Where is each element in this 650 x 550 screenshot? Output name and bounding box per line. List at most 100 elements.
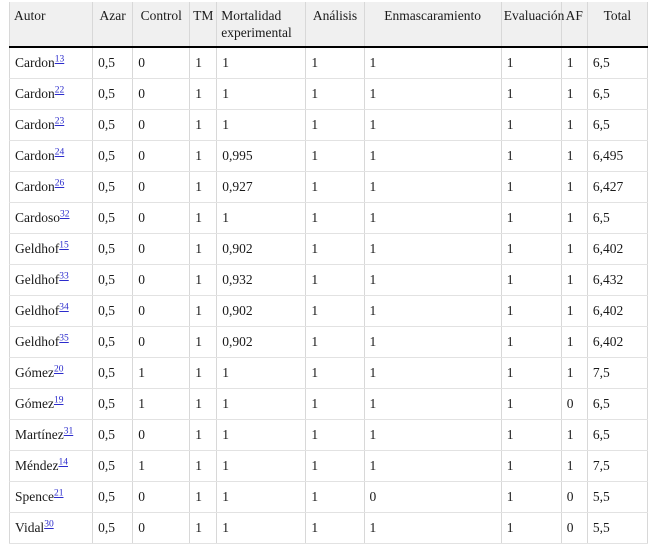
cell-evaluacion: 1 (501, 295, 562, 327)
reference-link[interactable]: 35 (59, 333, 69, 344)
cell-evaluacion: 1 (501, 171, 562, 203)
cell-enmascaramiento: 1 (364, 47, 502, 79)
table-row: Cardon23 0,5 0 1 1 1 1 1 1 6,5 (9, 109, 649, 141)
column-header-enmascaramiento: Enmascaramiento (364, 2, 502, 48)
cell-total: 6,5 (587, 78, 649, 110)
cell-control: 0 (132, 264, 191, 296)
table-row: Cardoso32 0,5 0 1 1 1 1 1 1 6,5 (9, 202, 649, 234)
cell-evaluacion: 1 (501, 326, 562, 358)
cell-total: 5,5 (587, 512, 649, 544)
cell-mortalidad-experimental: 1 (216, 512, 307, 544)
cell-mortalidad-experimental: 1 (216, 419, 307, 451)
cell-total: 6,402 (587, 233, 649, 265)
cell-af: 0 (561, 481, 588, 513)
reference-link[interactable]: 22 (54, 85, 65, 96)
cell-analisis: 1 (305, 140, 365, 172)
cell-azar: 0,5 (92, 47, 134, 79)
cell-mortalidad-experimental: 0,995 (216, 140, 307, 172)
reference-link[interactable]: 31 (63, 426, 74, 437)
column-header-mortalidad-experimental: Mortalidad experimental (216, 2, 307, 48)
author-name: Gómez (15, 365, 54, 380)
cell-autor: Méndez14 (9, 450, 94, 482)
cell-total: 6,432 (587, 264, 649, 296)
cell-af: 0 (561, 512, 588, 544)
table-row: Gómez20 0,5 1 1 1 1 1 1 1 7,5 (9, 357, 649, 389)
cell-enmascaramiento: 1 (364, 264, 502, 296)
cell-enmascaramiento: 1 (364, 512, 502, 544)
author-name: Geldhof (15, 334, 60, 349)
cell-enmascaramiento: 0 (364, 481, 502, 513)
reference-link[interactable]: 34 (59, 302, 69, 313)
reference-link[interactable]: 13 (54, 54, 65, 65)
cell-azar: 0,5 (92, 109, 134, 141)
author-name: Cardon (15, 148, 55, 163)
reference-link[interactable]: 24 (54, 147, 65, 158)
cell-tm: 1 (189, 450, 218, 482)
reference-link[interactable]: 33 (59, 271, 69, 282)
cell-tm: 1 (189, 202, 218, 234)
cell-autor: Cardon13 (9, 47, 94, 79)
cell-mortalidad-experimental: 0,902 (216, 295, 307, 327)
table-header: Autor Azar Control TM Mortalidad experim… (9, 2, 649, 48)
cell-enmascaramiento: 1 (364, 233, 502, 265)
cell-evaluacion: 1 (501, 202, 562, 234)
cell-af: 1 (561, 264, 588, 296)
column-header-af: AF (561, 2, 588, 48)
cell-mortalidad-experimental: 1 (216, 388, 307, 420)
cell-control: 0 (132, 233, 191, 265)
cell-evaluacion: 1 (501, 233, 562, 265)
cell-control: 0 (132, 47, 191, 79)
cell-enmascaramiento: 1 (364, 78, 502, 110)
reference-link[interactable]: 30 (44, 519, 54, 530)
cell-mortalidad-experimental: 0,932 (216, 264, 307, 296)
cell-control: 0 (132, 109, 191, 141)
reference-link[interactable]: 23 (54, 116, 65, 127)
cell-control: 1 (132, 388, 191, 420)
cell-autor: Vidal30 (9, 512, 94, 544)
quality-scores-table: Autor Azar Control TM Mortalidad experim… (9, 2, 649, 544)
column-header-analisis: Análisis (305, 2, 365, 48)
author-name: Gómez (15, 396, 54, 411)
table-row: Spence21 0,5 0 1 1 1 0 1 0 5,5 (9, 481, 649, 513)
cell-af: 0 (561, 388, 588, 420)
author-name: Geldhof (15, 241, 60, 256)
cell-control: 0 (132, 295, 191, 327)
table-row: Geldhof34 0,5 0 1 0,902 1 1 1 1 6,402 (9, 295, 649, 327)
cell-azar: 0,5 (92, 233, 134, 265)
cell-evaluacion: 1 (501, 419, 562, 451)
reference-link[interactable]: 21 (53, 488, 64, 499)
cell-azar: 0,5 (92, 78, 134, 110)
author-name: Geldhof (15, 272, 60, 287)
reference-link[interactable]: 15 (59, 240, 69, 251)
reference-link[interactable]: 14 (58, 457, 68, 468)
cell-total: 6,402 (587, 295, 649, 327)
cell-af: 1 (561, 295, 588, 327)
cell-tm: 1 (189, 419, 218, 451)
cell-autor: Gómez19 (9, 388, 94, 420)
reference-link[interactable]: 32 (60, 209, 70, 220)
reference-link[interactable]: 26 (54, 178, 65, 189)
reference-link[interactable]: 19 (53, 395, 64, 406)
table-row: Geldhof15 0,5 0 1 0,902 1 1 1 1 6,402 (9, 233, 649, 265)
cell-autor: Gómez20 (9, 357, 94, 389)
cell-total: 6,5 (587, 202, 649, 234)
cell-tm: 1 (189, 78, 218, 110)
cell-total: 7,5 (587, 450, 649, 482)
cell-enmascaramiento: 1 (364, 450, 502, 482)
cell-evaluacion: 1 (501, 388, 562, 420)
cell-evaluacion: 1 (501, 481, 562, 513)
reference-link[interactable]: 20 (53, 364, 64, 375)
table-row: Vidal30 0,5 0 1 1 1 1 1 0 5,5 (9, 512, 649, 544)
cell-control: 0 (132, 481, 191, 513)
cell-evaluacion: 1 (501, 47, 562, 79)
cell-tm: 1 (189, 109, 218, 141)
cell-total: 5,5 (587, 481, 649, 513)
cell-control: 1 (132, 450, 191, 482)
quality-scores-table-container: Autor Azar Control TM Mortalidad experim… (9, 2, 649, 544)
author-name: Cardon (15, 86, 55, 101)
cell-analisis: 1 (305, 357, 365, 389)
cell-analisis: 1 (305, 109, 365, 141)
cell-evaluacion: 1 (501, 140, 562, 172)
cell-enmascaramiento: 1 (364, 357, 502, 389)
author-name: Cardon (15, 179, 55, 194)
